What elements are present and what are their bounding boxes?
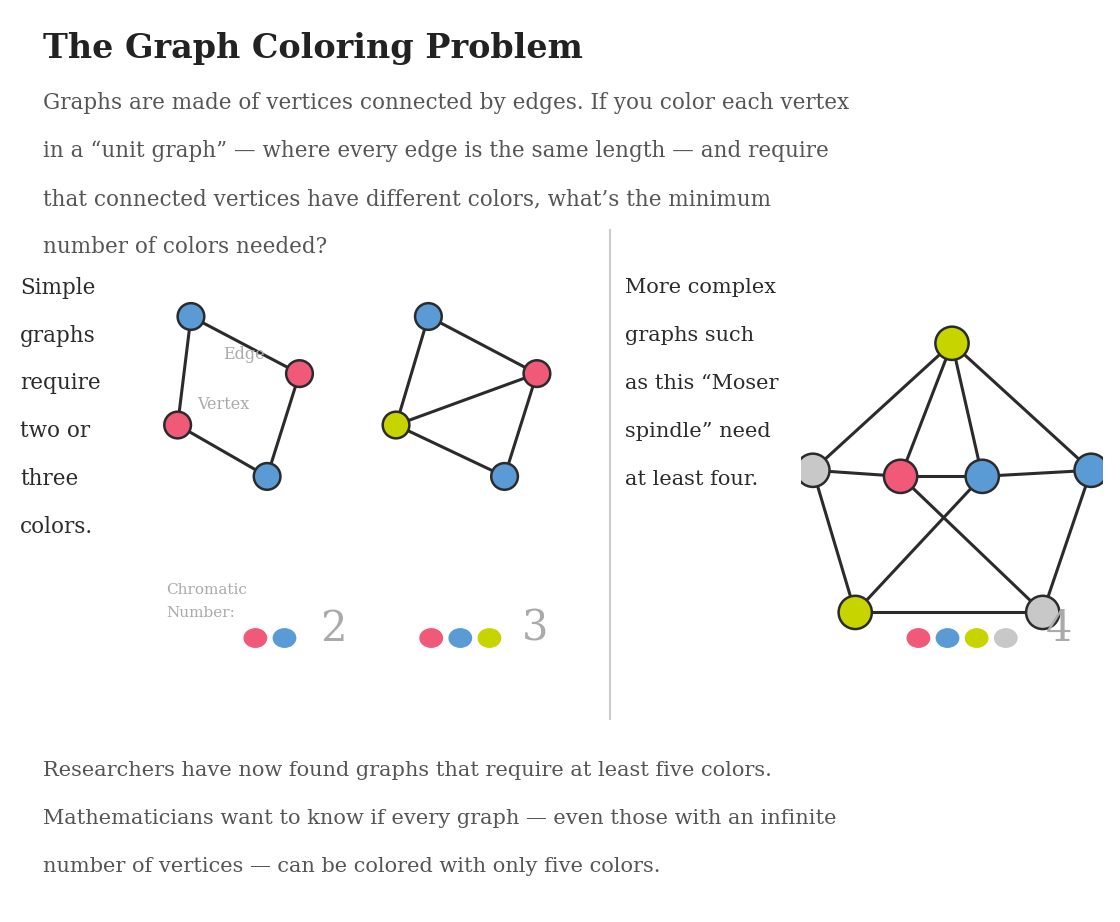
Text: require: require [20,372,101,395]
Circle shape [165,412,190,438]
Circle shape [492,463,517,490]
Text: spindle” need: spindle” need [625,422,771,442]
Text: two or: two or [20,420,91,443]
Text: three: three [20,468,78,491]
Circle shape [796,454,830,487]
Text: Edge: Edge [223,346,265,363]
Text: graphs: graphs [20,325,96,347]
Text: 4: 4 [1046,608,1073,650]
Text: The Graph Coloring Problem: The Graph Coloring Problem [43,32,582,65]
Circle shape [523,361,550,387]
Text: Number:: Number: [166,606,234,620]
Text: Mathematicians want to know if every graph — even those with an infinite: Mathematicians want to know if every gra… [43,809,836,828]
Text: colors.: colors. [20,516,93,538]
Text: Simple: Simple [20,277,95,299]
Circle shape [1074,454,1108,487]
Circle shape [935,326,969,360]
Circle shape [884,460,917,493]
Circle shape [1026,596,1060,629]
Circle shape [178,303,204,330]
Text: More complex: More complex [625,278,776,298]
Circle shape [839,596,871,629]
Text: as this “Moser: as this “Moser [625,374,778,394]
Text: in a “unit graph” — where every edge is the same length — and require: in a “unit graph” — where every edge is … [43,140,829,162]
Text: Chromatic: Chromatic [166,583,246,597]
Text: 3: 3 [522,608,549,650]
Text: Vertex: Vertex [197,396,249,412]
Text: that connected vertices have different colors, what’s the minimum: that connected vertices have different c… [43,188,771,210]
Circle shape [965,460,999,493]
Circle shape [254,463,280,490]
Text: graphs such: graphs such [625,326,754,346]
Circle shape [383,412,410,438]
Text: 2: 2 [320,608,347,650]
Circle shape [416,303,441,330]
Text: Researchers have now found graphs that require at least five colors.: Researchers have now found graphs that r… [43,761,772,780]
Circle shape [286,361,312,387]
Text: at least four.: at least four. [625,470,758,490]
Text: Graphs are made of vertices connected by edges. If you color each vertex: Graphs are made of vertices connected by… [43,92,849,114]
Text: number of vertices — can be colored with only five colors.: number of vertices — can be colored with… [43,857,660,876]
Text: number of colors needed?: number of colors needed? [43,236,327,258]
